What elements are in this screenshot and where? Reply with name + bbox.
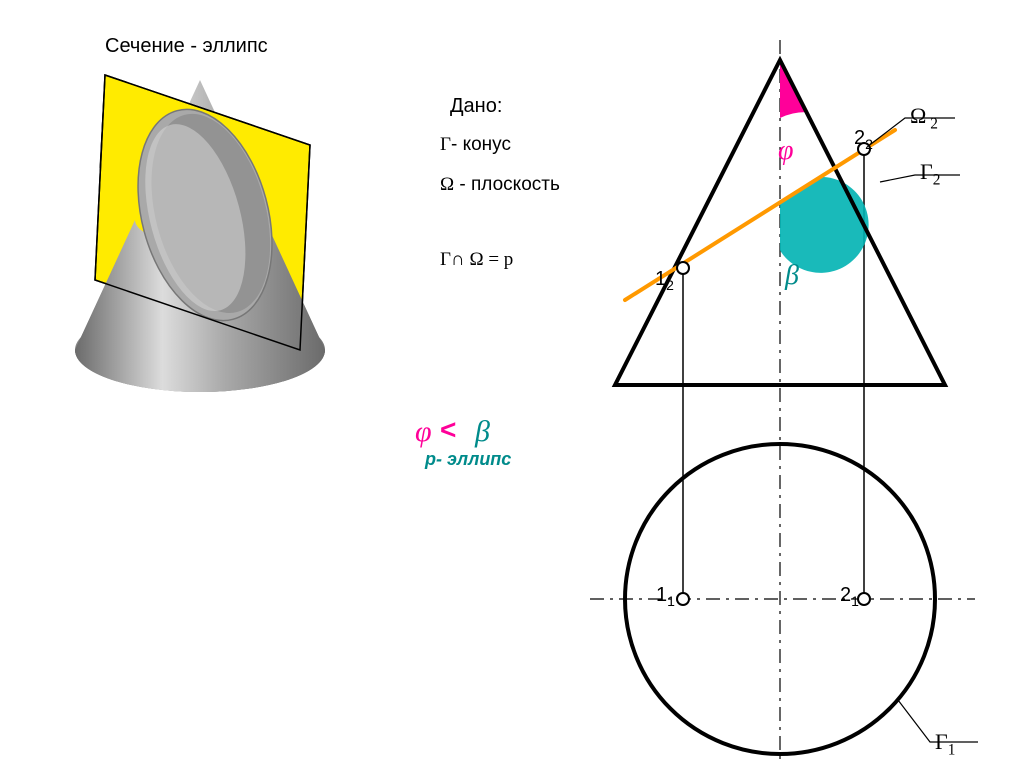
gamma-cone-label: Γ- конус	[440, 135, 511, 156]
omega-2-label: Ω 2	[910, 104, 938, 133]
point-1-1-label: 11	[656, 584, 675, 609]
beta-angle-label: β	[785, 260, 799, 292]
omega-plane-label: Ω - плоскость	[440, 175, 560, 196]
phi-symbol: φ	[415, 415, 432, 448]
p-ellipse-label: p- эллипс	[425, 450, 511, 470]
phi-angle-label: φ	[778, 135, 794, 167]
title-label: Сечение - эллипс	[105, 35, 268, 57]
gamma-2-label: Γ2	[920, 160, 940, 189]
less-than-symbol: <	[440, 415, 456, 446]
gamma-1-label: Γ1	[935, 730, 955, 759]
orthographic-views	[0, 0, 1024, 768]
point-1-2-label: 12	[655, 268, 674, 293]
intersection-label: Γ∩ Ω = p	[440, 250, 513, 271]
point-2-2-label: 22	[854, 127, 873, 152]
beta-symbol: β	[475, 415, 490, 448]
point-2-1-label: 21	[840, 584, 859, 609]
dano-label: Дано:	[450, 95, 502, 117]
